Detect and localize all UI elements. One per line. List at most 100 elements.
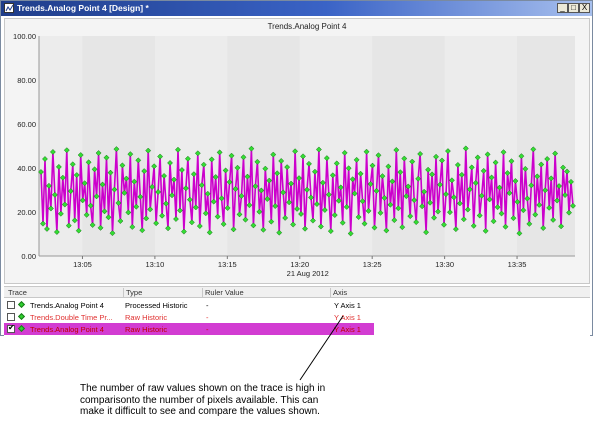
data-point-marker bbox=[564, 168, 570, 175]
data-point-marker bbox=[135, 157, 142, 164]
data-point-marker bbox=[450, 194, 457, 201]
data-point-marker bbox=[167, 159, 173, 166]
data-point-marker bbox=[113, 146, 120, 153]
data-point-marker bbox=[405, 183, 412, 190]
data-point-marker bbox=[85, 159, 92, 166]
data-point-marker bbox=[294, 205, 301, 212]
trend-chart[interactable]: Trends.Analog Point 4 0.00 20.00 40.00 60.00… bbox=[4, 18, 590, 284]
data-point-marker bbox=[506, 190, 513, 197]
data-point-marker bbox=[317, 223, 324, 230]
data-point-marker bbox=[349, 176, 356, 183]
data-point-marker bbox=[169, 192, 175, 199]
data-point-marker bbox=[260, 226, 267, 233]
data-point-marker bbox=[256, 208, 263, 215]
data-point-marker bbox=[343, 203, 350, 210]
annotation-line: The number of raw values shown on the tr… bbox=[80, 383, 326, 394]
data-point-marker bbox=[448, 177, 455, 184]
data-point-marker bbox=[427, 199, 434, 206]
data-point-marker bbox=[57, 210, 64, 217]
data-point-marker bbox=[268, 218, 275, 225]
data-point-marker bbox=[524, 195, 531, 202]
data-point-marker bbox=[433, 153, 439, 160]
data-point-marker bbox=[407, 213, 414, 220]
data-point-marker bbox=[544, 156, 551, 162]
close-button[interactable]: X bbox=[579, 3, 590, 13]
data-point-marker bbox=[399, 224, 406, 231]
data-point-marker bbox=[254, 158, 261, 165]
data-point-marker bbox=[387, 201, 394, 208]
x-tick-label: 13:10 bbox=[146, 260, 165, 269]
trace-name: Trends.Double Time Pr... bbox=[30, 313, 113, 322]
data-point-marker bbox=[111, 186, 118, 193]
column-header-ruler-value[interactable]: Ruler Value bbox=[202, 288, 330, 298]
data-point-marker bbox=[395, 205, 402, 212]
data-point-marker bbox=[470, 222, 477, 229]
data-point-marker bbox=[456, 200, 463, 207]
data-point-marker bbox=[355, 214, 362, 221]
data-point-marker bbox=[236, 211, 243, 218]
minimize-button[interactable]: _ bbox=[557, 3, 568, 13]
data-point-marker bbox=[304, 186, 310, 193]
data-point-marker bbox=[198, 182, 205, 189]
data-point-marker bbox=[194, 150, 201, 157]
data-point-marker bbox=[262, 165, 269, 172]
trace-grid: Trace Type Ruler Value Axis Trends.Analo… bbox=[4, 286, 590, 336]
data-point-marker bbox=[196, 223, 203, 230]
trace-visible-checkbox[interactable]: ✔ bbox=[7, 323, 15, 333]
column-header-trace[interactable]: Trace bbox=[8, 288, 27, 297]
data-point-marker bbox=[173, 216, 179, 222]
data-point-marker bbox=[474, 154, 481, 161]
data-point-marker bbox=[232, 185, 239, 192]
column-header-type[interactable]: Type bbox=[123, 288, 202, 298]
data-point-marker bbox=[397, 169, 404, 176]
trace-visible-checkbox[interactable] bbox=[7, 313, 15, 321]
data-point-marker bbox=[99, 181, 106, 188]
data-point-marker bbox=[270, 151, 277, 158]
annotation-line: comparisonto the number of pixels availa… bbox=[80, 394, 319, 406]
annotation-line: make it difficult to see and compare the… bbox=[80, 406, 320, 417]
data-point-marker bbox=[250, 222, 257, 229]
data-point-marker bbox=[61, 201, 68, 208]
data-point-marker bbox=[242, 216, 249, 223]
trace-axis: Y Axis 1 bbox=[334, 301, 361, 310]
data-point-marker bbox=[178, 167, 185, 173]
data-point-marker bbox=[103, 154, 110, 161]
data-point-marker bbox=[512, 178, 519, 184]
data-point-marker bbox=[415, 175, 422, 182]
data-point-marker bbox=[443, 191, 449, 198]
data-point-marker bbox=[87, 202, 94, 209]
trend-chart-svg[interactable]: Trends.Analog Point 4 0.00 20.00 40.00 60.00… bbox=[5, 19, 591, 285]
data-point-marker bbox=[321, 207, 328, 213]
column-header-axis[interactable]: Axis bbox=[330, 288, 374, 298]
title-bar[interactable]: Trends.Analog Point 4 [Design] * _ □ X bbox=[1, 1, 592, 16]
data-point-marker bbox=[95, 150, 102, 156]
data-point-marker bbox=[441, 221, 447, 228]
data-point-marker bbox=[439, 157, 445, 164]
data-point-marker bbox=[240, 154, 247, 161]
data-point-marker bbox=[462, 145, 469, 152]
data-point-marker bbox=[369, 162, 376, 169]
data-point-marker bbox=[155, 189, 162, 195]
checkmark-icon: ✔ bbox=[8, 323, 15, 332]
data-point-marker bbox=[210, 198, 217, 205]
trace-row[interactable]: Trends.Analog Point 4 Processed Historic… bbox=[4, 299, 374, 311]
x-tick-label: 13:30 bbox=[435, 260, 454, 269]
maximize-button[interactable]: □ bbox=[568, 3, 579, 13]
data-point-marker bbox=[540, 225, 547, 232]
data-point-marker bbox=[47, 205, 54, 212]
data-point-marker bbox=[200, 161, 207, 168]
trace-axis: Y Axis 1 bbox=[334, 325, 361, 334]
data-point-marker bbox=[482, 227, 489, 234]
data-point-marker bbox=[141, 168, 148, 175]
pointer-line bbox=[299, 315, 344, 381]
trace-row-selected[interactable]: ✔ Trends.Analog Point 4 Raw Historic - Y… bbox=[4, 323, 374, 335]
data-point-marker bbox=[315, 146, 322, 153]
data-point-marker bbox=[546, 204, 553, 211]
trace-row[interactable]: Trends.Double Time Pr... Raw Historic - … bbox=[4, 311, 374, 323]
data-point-marker bbox=[337, 184, 344, 191]
data-point-marker bbox=[157, 153, 164, 160]
trace-visible-checkbox[interactable] bbox=[7, 301, 15, 309]
data-point-marker bbox=[498, 210, 505, 217]
data-point-marker bbox=[97, 224, 104, 231]
data-point-marker bbox=[510, 215, 517, 222]
